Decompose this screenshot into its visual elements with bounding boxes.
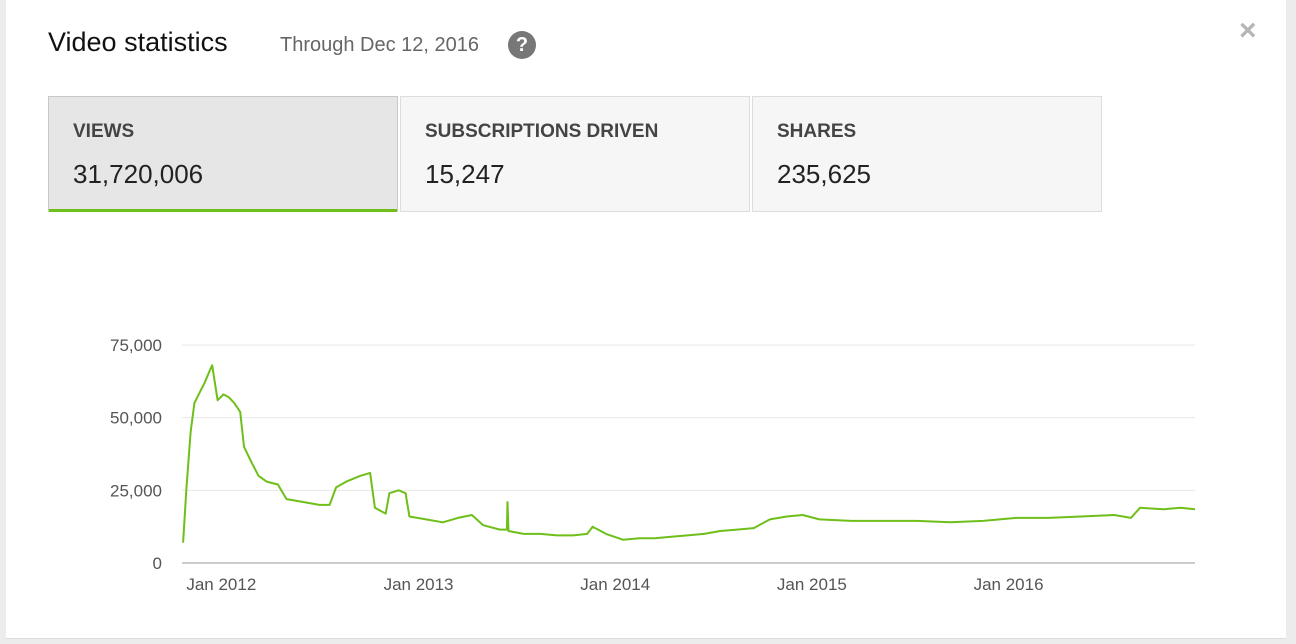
tab-value: 235,625 [777, 159, 871, 189]
tab-subscriptions-driven[interactable]: SUBSCRIPTIONS DRIVEN 15,247 [400, 96, 750, 212]
tab-label: SUBSCRIPTIONS DRIVEN [425, 121, 659, 142]
x-tick-label: Jan 2013 [384, 575, 454, 594]
tab-label: VIEWS [73, 121, 135, 142]
y-tick-label: 0 [153, 554, 162, 573]
close-icon[interactable]: × [1239, 14, 1257, 47]
help-icon[interactable]: ? [508, 31, 536, 59]
x-tick-label: Jan 2016 [974, 575, 1044, 594]
y-tick-label: 50,000 [110, 409, 162, 428]
metric-tabs: VIEWS 31,720,006 SUBSCRIPTIONS DRIVEN 15… [48, 96, 1104, 212]
tab-value: 31,720,006 [73, 159, 204, 189]
tab-value: 15,247 [425, 159, 505, 189]
y-tick-label: 25,000 [110, 481, 162, 500]
x-tick-label: Jan 2014 [580, 575, 650, 594]
x-tick-label: Jan 2012 [186, 575, 256, 594]
x-tick-label: Jan 2015 [777, 575, 847, 594]
through-date: Through Dec 12, 2016 [280, 34, 480, 56]
y-tick-label: 75,000 [110, 336, 162, 355]
views-series-line [182, 364, 1196, 543]
tab-shares[interactable]: SHARES 235,625 [752, 96, 1102, 212]
video-statistics-card: Video statistics Through Dec 12, 2016 ? … [6, 0, 1286, 639]
card-title: Video statistics [48, 27, 228, 57]
tab-label: SHARES [777, 121, 857, 142]
tab-views[interactable]: VIEWS 31,720,006 [48, 96, 398, 212]
